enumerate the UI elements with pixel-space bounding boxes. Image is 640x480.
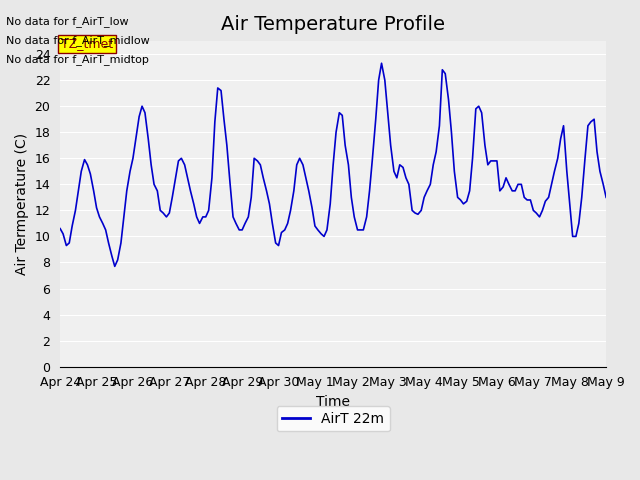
Y-axis label: Air Termperature (C): Air Termperature (C) xyxy=(15,133,29,275)
Text: No data for f_AirT_midtop: No data for f_AirT_midtop xyxy=(6,54,149,65)
Legend: AirT 22m: AirT 22m xyxy=(276,406,390,432)
Text: No data for f_AirT_low: No data for f_AirT_low xyxy=(6,16,129,27)
Text: No data for f_AirT_midlow: No data for f_AirT_midlow xyxy=(6,35,150,46)
Text: TZ_tmet: TZ_tmet xyxy=(61,37,113,50)
X-axis label: Time: Time xyxy=(316,395,350,409)
Title: Air Temperature Profile: Air Temperature Profile xyxy=(221,15,445,34)
